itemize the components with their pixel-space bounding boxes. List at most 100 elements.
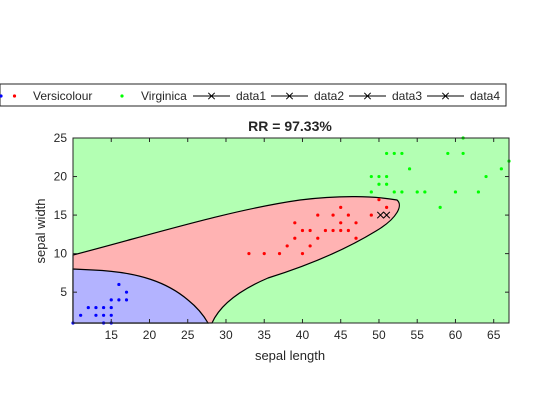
series-1-point	[109, 298, 113, 302]
data-markers	[71, 136, 511, 325]
x-tick-label: 65	[487, 328, 501, 342]
x-tick-label: 30	[219, 328, 233, 342]
legend-marker	[207, 92, 216, 100]
legend-marker	[12, 94, 17, 98]
series-1-point	[109, 313, 113, 317]
versicolour-point	[331, 213, 335, 217]
legend-marker	[441, 92, 450, 100]
x-axis-label: sepal length	[255, 348, 325, 363]
x-tick-label: 45	[334, 328, 348, 342]
versicolour-point	[262, 252, 266, 256]
series-1-point	[86, 305, 90, 310]
legend-entry-versicolour: Versicolour	[12, 89, 92, 103]
versicolour-point	[308, 228, 312, 233]
virginica-point	[392, 190, 396, 194]
versicolour-point	[293, 221, 297, 225]
x-marker-stroke	[383, 211, 391, 219]
versicolour-point	[316, 236, 320, 240]
versicolour-point	[331, 228, 335, 233]
series-1-point	[124, 290, 129, 294]
series-1-point	[94, 305, 98, 310]
series-1-point	[101, 305, 106, 310]
plot-area	[71, 136, 511, 325]
chart-title: RR = 97.33%	[248, 118, 332, 134]
versicolour-point	[308, 244, 312, 248]
y-axis-ticks: 5 10 15 20 25	[54, 131, 509, 299]
virginica-point	[476, 190, 481, 194]
series-1-point	[79, 313, 83, 317]
legend-entry-data4: data4	[427, 89, 500, 103]
versicolour-point	[339, 205, 343, 209]
virginica-point	[392, 151, 396, 156]
legend-entry-series-1	[0, 94, 3, 98]
virginica-point	[377, 182, 381, 186]
x-tick-label: 20	[143, 328, 157, 342]
versicolour-point	[346, 213, 350, 217]
x-axis-ticks: 15 20 25 30 35 40 45 50 55 60 65	[105, 138, 501, 342]
virginica-point	[385, 174, 389, 179]
legend-label: data3	[392, 89, 422, 103]
legend-marker	[285, 92, 294, 100]
series-1-point	[124, 298, 129, 302]
y-tick-label: 15	[54, 208, 68, 222]
legend: Versicolour Virginica data1 data2 data3 data4	[0, 83, 507, 107]
x-tick-label: 55	[411, 328, 425, 342]
versicolour-point	[377, 198, 381, 202]
versicolour-point	[339, 221, 343, 225]
legend-entry-data2: data2	[271, 89, 344, 103]
virginica-point	[446, 151, 450, 156]
versicolour-point	[277, 252, 282, 256]
x-tick-label: 15	[105, 328, 119, 342]
legend-box	[0, 83, 507, 107]
legend-label: data1	[236, 89, 266, 103]
y-tick-label: 20	[54, 170, 68, 184]
virginica-point	[423, 190, 427, 194]
y-tick-label: 10	[54, 247, 68, 261]
x-tick-label: 40	[296, 328, 310, 342]
legend-marker	[120, 94, 124, 98]
virginica-point	[484, 174, 488, 179]
legend-label: data2	[314, 89, 344, 103]
y-axis-label: sepal width	[33, 198, 48, 263]
versicolour-point	[316, 213, 320, 217]
plot-frame	[72, 137, 510, 324]
versicolour-point	[354, 236, 358, 240]
versicolour-point	[354, 221, 358, 225]
y-tick-label: 25	[54, 131, 68, 145]
x-marker-stroke	[285, 92, 294, 100]
versicolour-point	[339, 228, 343, 233]
virginica-point	[400, 190, 404, 194]
series-1-point	[117, 282, 121, 287]
data2-marker	[383, 211, 391, 219]
legend-entry-data1: data1	[193, 89, 266, 103]
y-tick-label: 5	[60, 285, 67, 299]
series-1-point	[109, 305, 113, 310]
virginica-point	[385, 151, 389, 156]
virginica-point	[499, 167, 503, 171]
setosa-region	[72, 268, 210, 324]
versicolour-point	[285, 244, 289, 248]
versicolour-point	[247, 252, 251, 256]
virginica-point	[369, 174, 373, 179]
versicolour-point	[369, 213, 373, 217]
legend-entry-virginica: Virginica	[120, 89, 187, 103]
x-tick-label: 25	[181, 328, 195, 342]
series-1-point	[94, 313, 98, 317]
legend-label: data4	[470, 89, 500, 103]
x-marker-stroke	[207, 92, 216, 100]
virginica-point	[438, 205, 442, 209]
virginica-point	[400, 151, 404, 156]
versicolour-point	[346, 228, 350, 233]
x-marker-stroke	[376, 211, 385, 219]
versicolour-point	[385, 205, 389, 209]
series-1-point	[117, 298, 121, 302]
x-tick-label: 60	[449, 328, 463, 342]
x-marker-stroke	[363, 92, 372, 100]
data1-marker	[376, 211, 385, 219]
x-tick-label: 50	[372, 328, 386, 342]
virginica-point	[385, 182, 389, 186]
versicolour-point	[323, 228, 328, 233]
series-1-point	[101, 313, 106, 317]
virginica-point	[453, 190, 458, 194]
